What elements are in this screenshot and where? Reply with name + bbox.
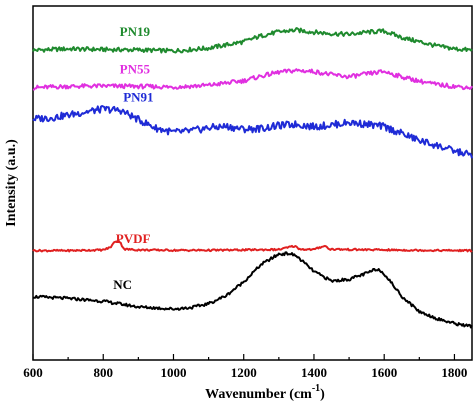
x-axis-title-suffix: ) (320, 387, 325, 402)
series-layer (32, 27, 473, 329)
x-tick-label-800: 800 (93, 365, 113, 380)
series-label-layer: PN19 PN55 PN91 PVDF NC (113, 24, 153, 292)
y-axis-title: Intensity (a.u.) (4, 139, 19, 227)
series-label-pvdf: PVDF (116, 231, 151, 246)
x-tick-label-1200: 1200 (231, 365, 257, 380)
x-tick-label-1800: 1800 (441, 365, 467, 380)
x-axis-title-main: Wavenumber (cm (205, 387, 312, 402)
series-label-pn91: PN91 (123, 90, 153, 105)
series-line-pn55 (32, 68, 473, 91)
x-tick-label-1400: 1400 (301, 365, 327, 380)
x-axis-title: Wavenumber (cm-1) (205, 383, 325, 402)
x-axis-title-superscript: -1 (312, 383, 320, 394)
series-label-nc: NC (113, 277, 132, 292)
series-line-pvdf (32, 239, 473, 253)
x-tick-label-1000: 1000 (161, 365, 187, 380)
series-line-pn91 (32, 105, 473, 159)
series-label-pn19: PN19 (120, 24, 151, 39)
plot-frame (32, 5, 473, 361)
x-axis-ticks: 600 800 1000 1200 1400 1600 1800 (23, 354, 467, 380)
x-tick-label-600: 600 (23, 365, 43, 380)
series-label-pn55: PN55 (120, 61, 151, 76)
series-line-pn19 (32, 27, 473, 54)
x-tick-label-1600: 1600 (371, 365, 397, 380)
series-line-nc (32, 251, 473, 329)
